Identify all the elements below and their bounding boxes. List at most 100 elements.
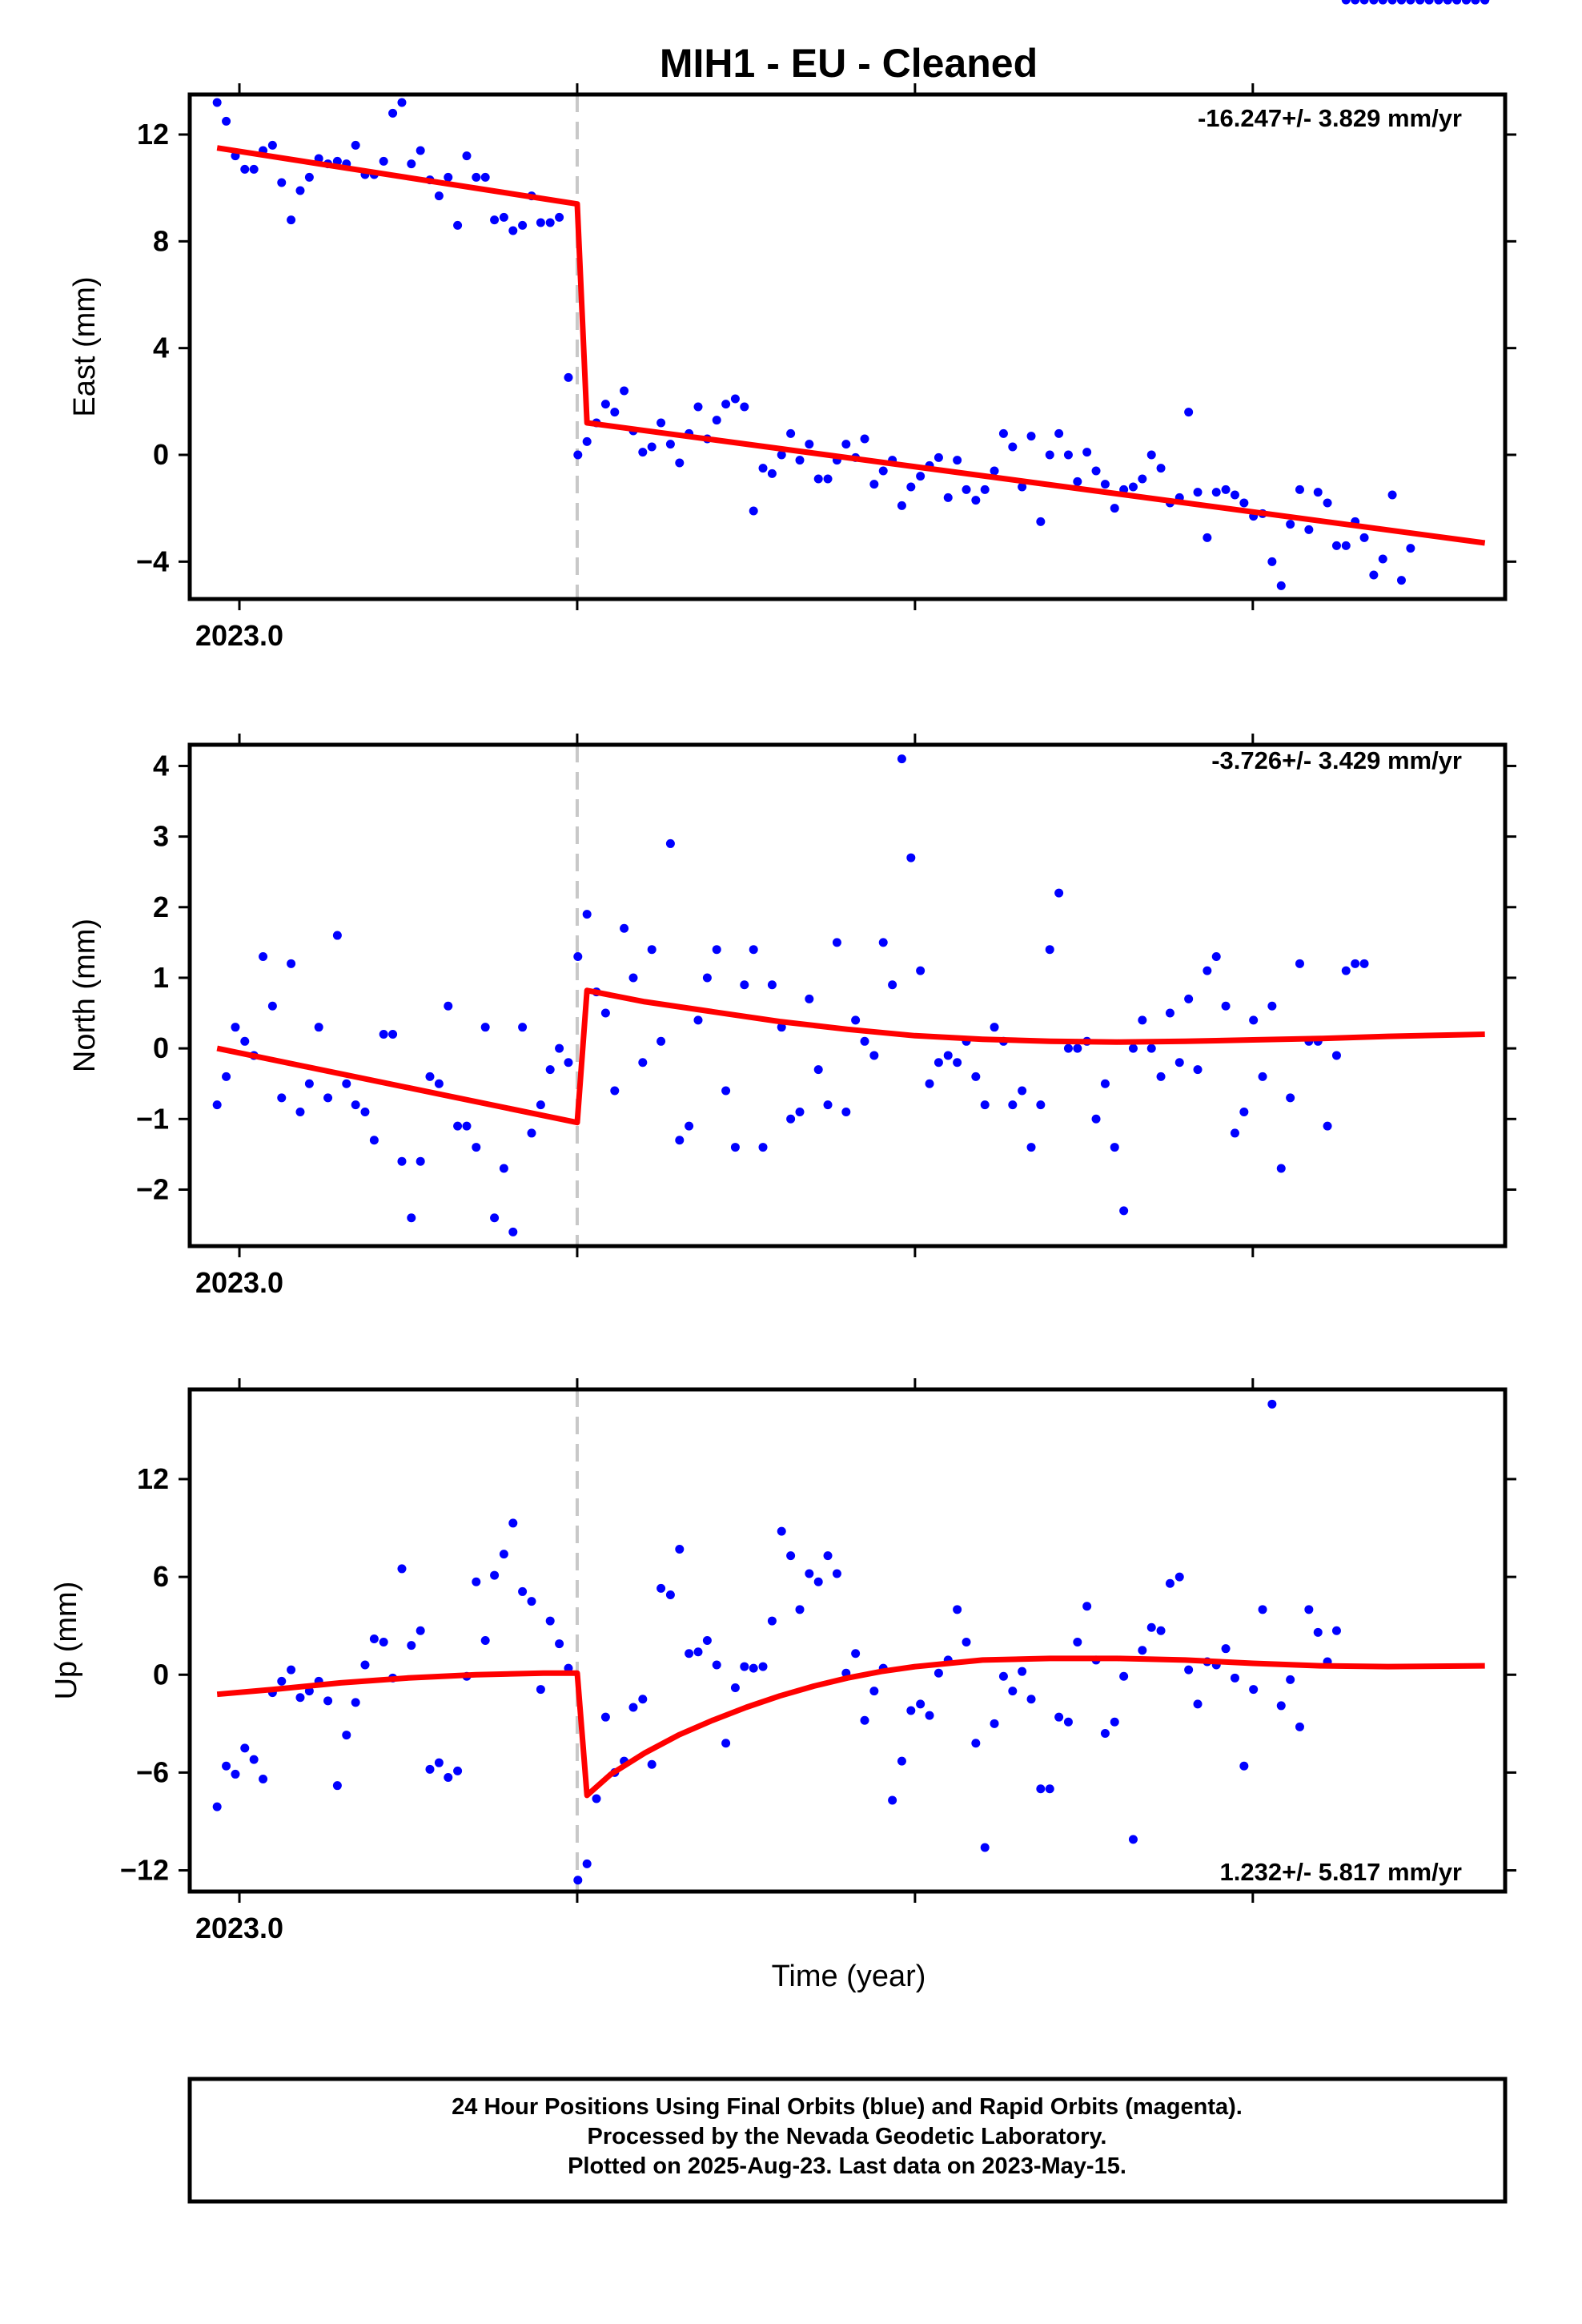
data-point (472, 1143, 481, 1152)
data-point (295, 1693, 305, 1703)
data-point (472, 1577, 481, 1586)
data-point (1211, 488, 1221, 497)
data-point (841, 1107, 851, 1116)
data-point (647, 442, 656, 452)
data-point (749, 506, 758, 516)
data-point (943, 1051, 953, 1060)
y-tick-label: 1 (153, 961, 169, 994)
data-point (685, 1649, 694, 1659)
data-point (906, 853, 916, 862)
data-point (805, 1569, 814, 1578)
data-point (444, 1773, 453, 1782)
data-point (841, 440, 851, 449)
plot-frame (187, 742, 1508, 1248)
data-point (453, 220, 463, 230)
data-point (1174, 1572, 1184, 1582)
data-point (573, 450, 583, 460)
data-point (518, 220, 528, 230)
footer-line-2: Processed by the Nevada Geodetic Laborat… (588, 2124, 1107, 2149)
data-point (342, 1079, 351, 1088)
data-point (425, 1764, 435, 1774)
data-point (1128, 1835, 1138, 1844)
data-point (351, 1698, 360, 1707)
data-point (823, 1551, 833, 1561)
data-point (1203, 966, 1212, 975)
data-point (1369, 0, 1379, 5)
data-point (1138, 1646, 1147, 1655)
y-tick-label: 4 (153, 332, 169, 364)
data-point (795, 1605, 805, 1614)
data-point (916, 472, 926, 481)
data-point (1452, 0, 1462, 5)
data-point (1110, 504, 1119, 513)
y-tick-label: −2 (136, 1172, 169, 1205)
y-tick-label: 8 (153, 224, 169, 257)
data-point (1165, 1008, 1174, 1018)
data-point (1396, 576, 1406, 585)
data-point (1221, 1001, 1231, 1011)
data-point (1054, 428, 1064, 438)
data-point (416, 1156, 425, 1166)
data-point (518, 1586, 528, 1596)
data-point (1063, 1717, 1073, 1727)
data-point (721, 1739, 731, 1748)
data-point (1267, 557, 1277, 566)
model-fit-line (216, 1655, 1485, 1799)
data-point (1193, 1065, 1203, 1075)
data-point (702, 1636, 712, 1645)
data-point (287, 959, 296, 968)
data-point (1138, 1015, 1147, 1025)
data-point (453, 1766, 463, 1775)
data-point (1156, 1626, 1166, 1635)
data-point (1008, 442, 1018, 452)
data-point (314, 1023, 323, 1032)
data-point (888, 980, 897, 990)
data-point (240, 164, 250, 174)
data-point (508, 1518, 518, 1528)
data-point (323, 1093, 333, 1103)
x-tick-label: 2023.0 (195, 1912, 283, 1944)
data-point (1351, 959, 1360, 968)
data-point (397, 98, 407, 107)
data-point (693, 402, 703, 412)
data-point (332, 156, 342, 166)
data-point (304, 172, 314, 182)
data-point (906, 482, 916, 492)
data-point (1424, 0, 1434, 5)
data-point (758, 1662, 768, 1671)
data-point (582, 910, 592, 919)
data-point (527, 1128, 536, 1138)
data-point (1341, 0, 1351, 5)
data-point (1110, 1717, 1119, 1727)
data-point (1091, 1114, 1101, 1124)
data-point (1063, 1043, 1073, 1053)
data-point (916, 966, 926, 975)
data-point (1239, 498, 1249, 508)
data-point (934, 1058, 943, 1068)
data-point (1211, 952, 1221, 962)
data-point (1406, 544, 1415, 553)
data-point (1295, 959, 1304, 968)
data-point (656, 418, 666, 428)
data-point (499, 1164, 508, 1173)
x-tick-label: 2023.0 (195, 619, 283, 652)
data-point (767, 980, 777, 990)
data-point (712, 416, 721, 425)
data-point (564, 372, 573, 382)
data-point (1239, 1107, 1249, 1116)
data-point (1036, 1100, 1046, 1110)
data-point (536, 218, 545, 227)
data-point (287, 215, 296, 225)
data-point (564, 1058, 573, 1068)
data-point (990, 466, 999, 476)
data-point (480, 1023, 490, 1032)
data-point (740, 980, 749, 990)
data-point (1045, 945, 1054, 955)
data-point (878, 938, 888, 947)
data-point (712, 1660, 721, 1670)
data-point (665, 838, 675, 848)
data-point (388, 1029, 398, 1039)
data-point (1008, 1100, 1018, 1110)
data-point (980, 1100, 990, 1110)
data-point (786, 1551, 796, 1561)
